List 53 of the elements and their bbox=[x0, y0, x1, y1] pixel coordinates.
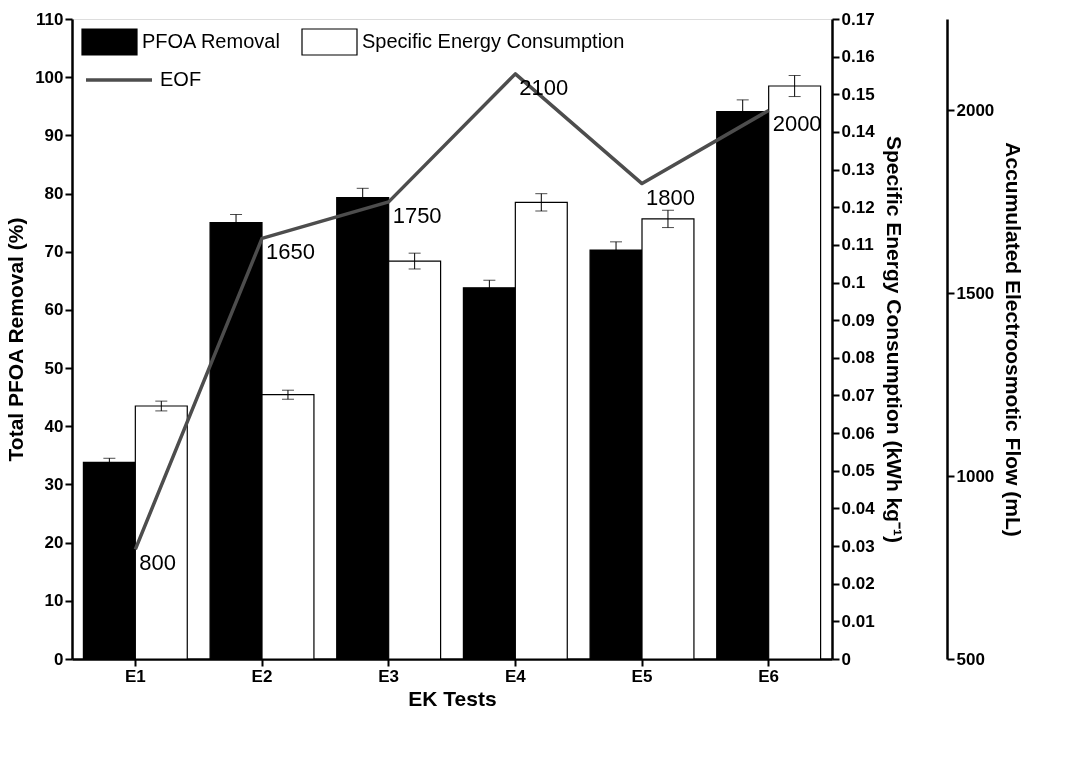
y2-tick-label: 0.04 bbox=[841, 498, 876, 518]
y3-tick-label: 500 bbox=[956, 649, 985, 669]
y2-tick-label: 0.02 bbox=[841, 574, 875, 594]
y-tick-label: 100 bbox=[35, 67, 64, 87]
y-tick-label: 80 bbox=[44, 184, 64, 204]
y2-tick-label: 0.09 bbox=[841, 310, 875, 330]
legend-label: PFOA Removal bbox=[142, 30, 280, 52]
y2-tick-label: 0.05 bbox=[841, 461, 875, 481]
data-label: 800 bbox=[139, 550, 177, 576]
y2-tick-label: 0.15 bbox=[841, 84, 875, 104]
y2-tick-label: 0.17 bbox=[841, 9, 875, 29]
x-tick-label: E2 bbox=[251, 666, 273, 686]
y-tick-label: 10 bbox=[44, 591, 64, 611]
x-tick-label: E4 bbox=[504, 666, 527, 686]
data-label: 1650 bbox=[266, 239, 315, 265]
y2-tick-label: 0.08 bbox=[841, 348, 875, 368]
y-tick-label: 70 bbox=[44, 242, 64, 262]
y-tick-label: 60 bbox=[44, 300, 64, 320]
y2-tick-label: 0.13 bbox=[841, 160, 875, 180]
y3-tick-label: 1000 bbox=[956, 466, 995, 486]
y2-tick-label: 0.11 bbox=[841, 235, 874, 255]
line-series bbox=[133, 72, 771, 552]
x-tick-label: E5 bbox=[631, 666, 653, 686]
y2-tick-label: 0.16 bbox=[841, 47, 875, 67]
data-label: 2000 bbox=[772, 111, 822, 137]
y3-tick-label: 1500 bbox=[956, 283, 995, 303]
y-tick-label: 40 bbox=[44, 416, 64, 436]
x-tick-label: E3 bbox=[378, 666, 400, 686]
y-tick-label: 30 bbox=[44, 474, 64, 494]
legend-label: EOF bbox=[160, 68, 202, 90]
y-tick-label: 110 bbox=[36, 9, 64, 29]
y2-tick-label: 0.07 bbox=[841, 385, 875, 405]
y2-tick-label: 0 bbox=[841, 649, 851, 669]
y2-tick-label: 0.03 bbox=[841, 536, 875, 556]
y2-tick-label: 0.14 bbox=[841, 122, 876, 142]
x-axis-title: EK Tests bbox=[408, 686, 497, 710]
data-label: 1750 bbox=[392, 202, 442, 228]
y3-axis-title: Accumulated Electroosmotic Flow (mL) bbox=[1002, 142, 1026, 537]
y-tick-label: 90 bbox=[44, 125, 64, 145]
y2-tick-label: 0.01 bbox=[841, 611, 875, 631]
y-tick-label: 20 bbox=[44, 533, 64, 553]
legend-label: Specific Energy Consumption bbox=[362, 30, 625, 52]
y2-tick-label: 0.1 bbox=[841, 273, 866, 293]
y2-axis-title: Specific Energy Consumption (kWh kg⁻¹) bbox=[882, 135, 906, 544]
y-axis-title: Total PFOA Removal (%) bbox=[4, 217, 28, 462]
x-tick-label: E6 bbox=[758, 666, 780, 686]
x-tick-label: E1 bbox=[124, 666, 146, 686]
data-label: 1800 bbox=[646, 184, 695, 210]
y-tick-label: 50 bbox=[44, 358, 64, 378]
y3-tick-label: 2000 bbox=[956, 100, 995, 120]
y2-tick-label: 0.06 bbox=[841, 423, 875, 443]
y-tick-label: 0 bbox=[54, 649, 64, 669]
y2-tick-label: 0.12 bbox=[841, 197, 875, 217]
